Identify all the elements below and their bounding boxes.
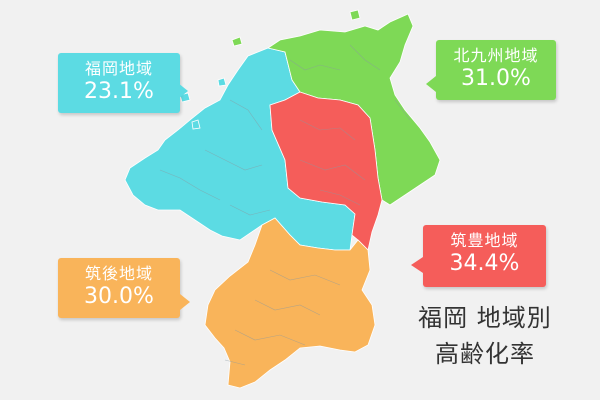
- region-name: 福岡地域: [84, 59, 153, 78]
- callout-pointer: [180, 294, 190, 310]
- title-line-1: 福岡 地域別: [418, 304, 552, 332]
- label-kitakyushu[interactable]: 北九州地域 31.0%: [426, 40, 556, 100]
- region-name: 筑豊地域: [450, 231, 519, 250]
- callout-pointer: [178, 83, 188, 99]
- label-chikugo[interactable]: 筑後地域 30.0%: [58, 258, 190, 318]
- region-name: 筑後地域: [84, 264, 153, 283]
- region-chikugo[interactable]: [204, 217, 376, 389]
- label-chikuho[interactable]: 筑豊地域 34.4%: [411, 225, 546, 287]
- region-chikuho[interactable]: [269, 91, 383, 251]
- island-1: [231, 36, 243, 47]
- title-line-2: 高齢化率: [435, 340, 535, 368]
- island-4: [191, 119, 201, 130]
- island-5: [217, 77, 227, 87]
- label-fukuoka[interactable]: 福岡地域 23.1%: [58, 53, 188, 113]
- region-rate: 34.4%: [449, 251, 520, 276]
- region-rate: 31.0%: [461, 66, 531, 91]
- callout-pointer: [426, 76, 436, 92]
- callout-pointer: [411, 257, 423, 273]
- region-name: 北九州地域: [453, 46, 539, 65]
- region-rate: 30.0%: [84, 284, 154, 309]
- map-title: 福岡 地域別 高齢化率: [410, 300, 560, 372]
- island-2: [349, 9, 361, 21]
- region-rate: 23.1%: [84, 79, 154, 104]
